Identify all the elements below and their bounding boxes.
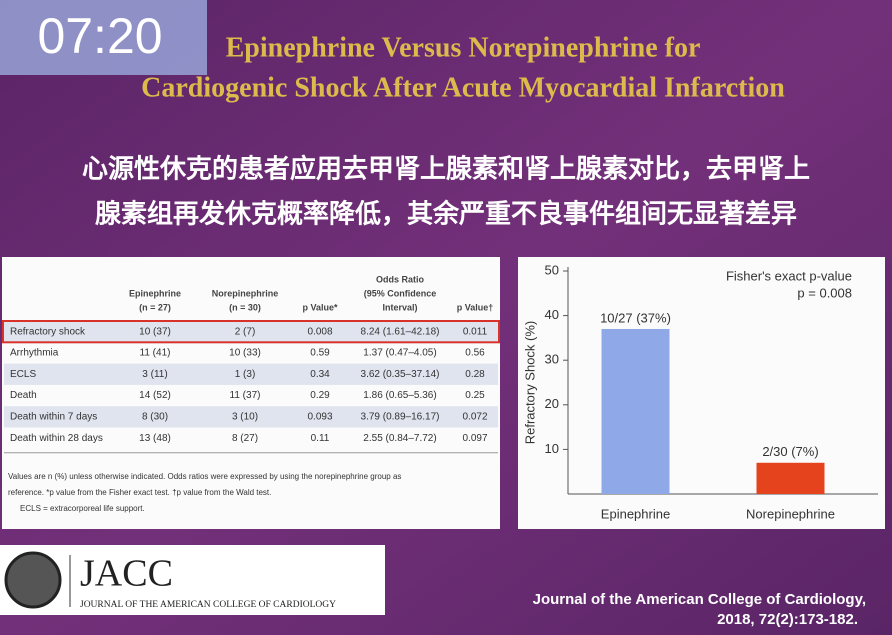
table-cell: Refractory shock (10, 326, 86, 337)
bar (756, 462, 825, 494)
time-overlay (0, 0, 207, 75)
logo-panel (0, 545, 385, 615)
logo-full-name: JOURNAL OF THE AMERICAN COLLEGE OF CARDI… (80, 600, 336, 610)
table-cell: 3 (10) (232, 411, 258, 422)
y-tick-label: 40 (545, 307, 559, 322)
highlight-row (2, 320, 500, 344)
table-cell: Death within 28 days (10, 433, 103, 444)
table-cell: 3.62 (0.35–37.14) (361, 369, 440, 380)
table-cell: 10 (33) (229, 348, 261, 359)
table-cell: ECLS (10, 369, 36, 380)
y-tick-label: 50 (545, 262, 559, 277)
subtitle-line: 腺素组再发休克概率降低，其余严重不良事件组间无显著差异 (94, 199, 797, 230)
table-note: ECLS = extracorporeal life support. (20, 504, 145, 513)
table-cell: 11 (41) (140, 348, 171, 359)
table-panel (2, 257, 500, 529)
table-cell: 0.008 (307, 326, 332, 337)
column-header: p Value* (302, 302, 338, 312)
table-cell: 10 (37) (139, 326, 171, 337)
time: 07:20 (37, 8, 162, 64)
table-cell: 1 (3) (235, 369, 256, 380)
row-shade (4, 363, 498, 385)
bar (601, 328, 670, 494)
table-cell: 0.097 (462, 433, 487, 444)
table-cell: 0.11 (311, 433, 330, 444)
table-cell: 1.86 (0.65–5.36) (363, 390, 436, 401)
table-cell: Death (10, 390, 37, 401)
table-cell: 0.093 (307, 411, 332, 422)
table-cell: 8.24 (1.61–42.18) (361, 326, 440, 337)
table-cell: 0.25 (465, 390, 485, 401)
table-cell: Arrhythmia (10, 348, 59, 359)
table-cell: 0.29 (310, 390, 330, 401)
table-cell: 2 (7) (235, 326, 256, 337)
table-cell: 0.56 (465, 348, 485, 359)
table-cell: 11 (37) (230, 390, 261, 401)
logo-seal (4, 551, 62, 609)
column-header: (n = 30) (229, 302, 261, 312)
table-note: reference. *p value from the Fisher exac… (8, 488, 271, 497)
citation-line: 2018, 72(2):173-182. (717, 611, 858, 628)
x-tick-label: Epinephrine (601, 506, 670, 521)
title-line: Cardiogenic Shock After Acute Myocardial… (141, 72, 785, 103)
table-cell: 14 (52) (139, 390, 171, 401)
column-header: Norepinephrine (212, 288, 279, 298)
y-tick-label: 10 (545, 441, 559, 456)
table-cell: 2.55 (0.84–7.72) (363, 433, 436, 444)
table-cell: 8 (30) (142, 411, 168, 422)
value-label: 2/30 (7%) (762, 444, 818, 459)
row-shade (4, 406, 498, 428)
x-tick-label: Norepinephrine (746, 506, 835, 521)
column-header: Interval) (382, 302, 417, 312)
column-header: Epinephrine (129, 288, 181, 298)
table-cell: 3.79 (0.89–16.17) (361, 411, 440, 422)
title-line: Epinephrine Versus Norepinephrine for (226, 32, 701, 63)
column-header: (95% Confidence (364, 288, 437, 298)
value-label: 10/27 (37%) (600, 310, 671, 325)
y-tick-label: 30 (545, 352, 559, 367)
annotation: p = 0.008 (797, 285, 852, 300)
table-cell: 0.59 (310, 348, 330, 359)
annotation: Fisher's exact p-value (726, 268, 852, 283)
table-cell: 0.28 (465, 369, 485, 380)
table-cell: 0.072 (462, 411, 487, 422)
citation-line: Journal of the American College of Cardi… (533, 591, 866, 608)
table-cell: 0.011 (463, 326, 488, 337)
column-header: (n = 27) (139, 302, 171, 312)
subtitle-line: 心源性休克的患者应用去甲肾上腺素和肾上腺素对比，去甲肾上 (82, 154, 810, 185)
table-cell: 1.37 (0.47–4.05) (363, 348, 436, 359)
table-cell: Death within 7 days (10, 411, 97, 422)
column-header: p Value† (457, 302, 494, 312)
table-cell: 13 (48) (139, 433, 171, 444)
y-tick-label: 20 (545, 396, 559, 411)
table-note: Values are n (%) unless otherwise indica… (8, 472, 401, 481)
row-shade (4, 321, 498, 343)
logo-name: JACC (80, 553, 173, 595)
column-header: Odds Ratio (376, 274, 425, 284)
y-axis-label: Refractory Shock (%) (522, 321, 537, 445)
table-cell: 3 (11) (142, 369, 167, 380)
table-cell: 8 (27) (232, 433, 258, 444)
table-cell: 0.34 (310, 369, 330, 380)
